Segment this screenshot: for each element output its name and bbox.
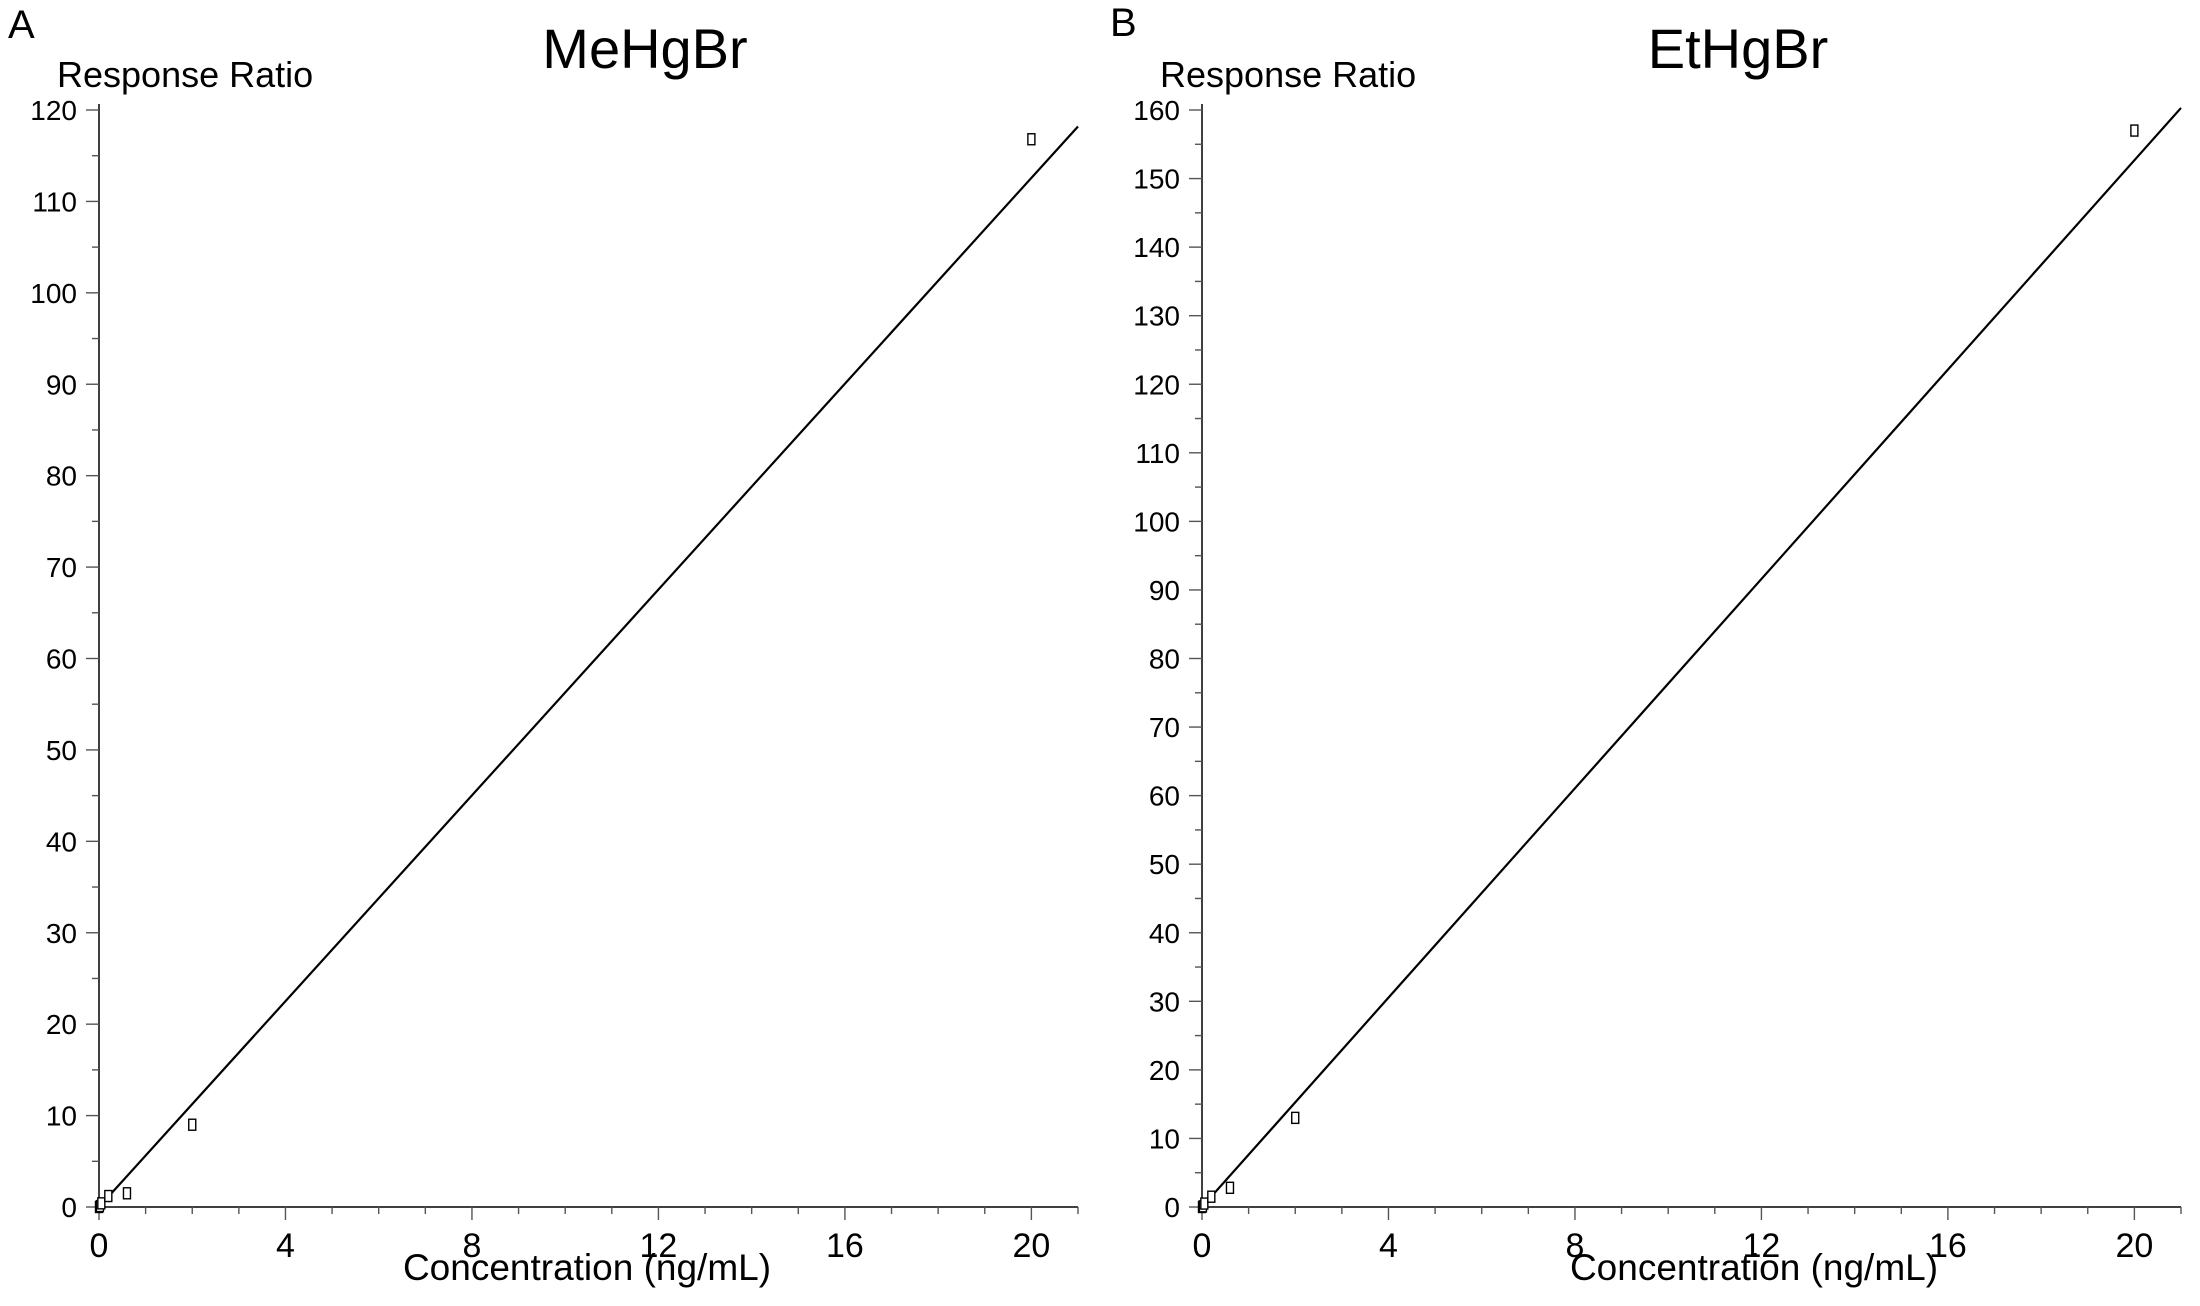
chart-panel-b: B EtHgBr Response Ratio Concentration (n…: [1100, 0, 2200, 1306]
y-tick-label: 60: [46, 644, 77, 675]
data-point: [122, 1187, 132, 1200]
chart-panel-a: A MeHgBr Response Ratio Concentration (n…: [8, 3, 1079, 1288]
data-point: [188, 1118, 197, 1131]
data-point: [1200, 1197, 1209, 1210]
y-tick-label: 10: [46, 1101, 77, 1132]
y-axis-label-b: Response Ratio: [1160, 54, 1416, 95]
y-tick-label: 140: [1133, 232, 1180, 263]
panel-letter-a: A: [8, 3, 35, 47]
y-tick-label: 30: [1149, 986, 1180, 1017]
x-tick-label: 4: [276, 1227, 295, 1265]
x-tick-label: 0: [1193, 1227, 1212, 1265]
y-tick-label: 100: [30, 278, 77, 309]
y-axis-label-a: Response Ratio: [57, 54, 313, 95]
panel-letter-b: B: [1110, 1, 1137, 45]
y-tick-label: 50: [1149, 849, 1180, 880]
x-tick-label: 16: [826, 1227, 864, 1265]
y-tick-label: 60: [1149, 781, 1180, 812]
y-tick-label: 100: [1133, 506, 1180, 537]
y-tick-label: 50: [46, 735, 77, 766]
y-tick-label: 0: [1164, 1192, 1180, 1223]
x-tick-label: 12: [640, 1227, 678, 1265]
y-tick-label: 10: [1149, 1123, 1180, 1154]
x-tick-label: 0: [90, 1227, 109, 1265]
y-tick-label: 90: [46, 369, 77, 400]
data-point: [1225, 1181, 1235, 1195]
x-tick-label: 20: [2115, 1227, 2153, 1265]
y-tick-label: 80: [1149, 644, 1180, 675]
y-tick-label: 30: [46, 918, 77, 949]
y-tick-label: 120: [30, 95, 77, 126]
chart-a-svg: A MeHgBr Response Ratio Concentration (n…: [8, 3, 1079, 1288]
x-axis-label-b: Concentration (ng/mL): [1570, 1247, 1938, 1288]
y-tick-label: 20: [1149, 1055, 1180, 1086]
fit-line-b: [1201, 107, 2182, 1208]
y-tick-label: 40: [46, 826, 77, 857]
y-tick-label: 20: [46, 1009, 77, 1040]
data-point: [1027, 133, 1036, 146]
chart-title-b: EtHgBr: [1648, 17, 1829, 80]
y-tick-label: 90: [1149, 575, 1180, 606]
chart-b-svg: B EtHgBr Response Ratio Concentration (n…: [1110, 1, 2182, 1288]
x-tick-label: 16: [1929, 1227, 1967, 1265]
data-point: [104, 1189, 113, 1203]
data-point: [97, 1197, 106, 1210]
y-tick-label: 40: [1149, 918, 1180, 949]
y-tick-label: 110: [32, 186, 77, 217]
y-tick-label: 70: [46, 552, 77, 583]
x-axis-label-a: Concentration (ng/mL): [403, 1247, 771, 1288]
y-tick-label: 110: [1135, 438, 1180, 469]
y-tick-label: 160: [1133, 95, 1180, 126]
x-tick-label: 4: [1379, 1227, 1398, 1265]
y-tick-label: 120: [1133, 369, 1180, 400]
x-tick-label: 20: [1012, 1227, 1050, 1265]
data-point: [2130, 124, 2139, 137]
x-tick-label: 8: [1565, 1227, 1584, 1265]
x-tick-label: 8: [462, 1227, 481, 1265]
data-point: [1207, 1190, 1216, 1203]
y-tick-label: 150: [1133, 164, 1180, 195]
y-tick-label: 0: [61, 1192, 77, 1223]
y-tick-label: 130: [1133, 301, 1180, 332]
y-tick-label: 80: [46, 461, 77, 492]
fit-line-a: [98, 125, 1079, 1208]
data-point: [1291, 1111, 1300, 1125]
x-tick-label: 12: [1743, 1227, 1781, 1265]
y-tick-label: 70: [1149, 712, 1180, 743]
chart-title-a: MeHgBr: [542, 17, 747, 80]
